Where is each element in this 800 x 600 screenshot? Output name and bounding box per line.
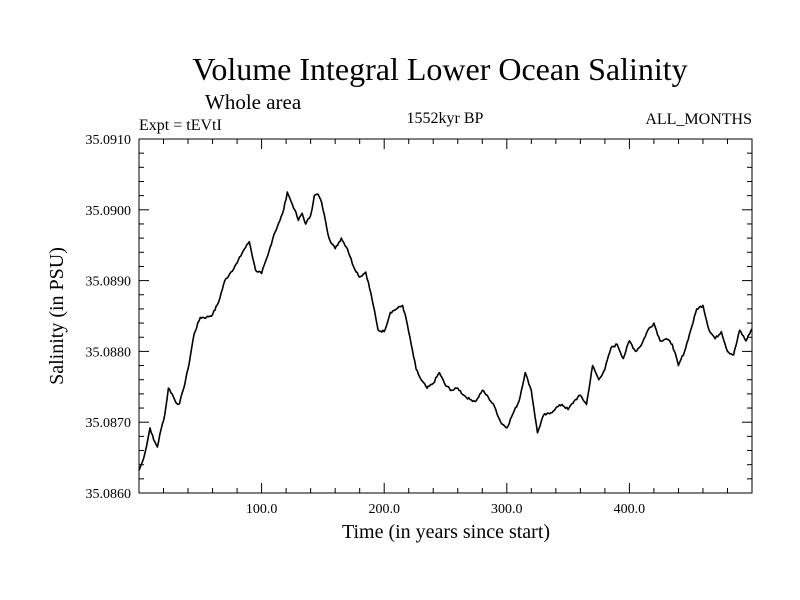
x-tick-label: 300.0 [491, 502, 523, 517]
y-tick-label: 35.0890 [86, 275, 132, 290]
x-tick-label: 200.0 [368, 502, 400, 517]
y-tick-label: 35.0880 [86, 345, 132, 360]
period-label: 1552kyr BP [407, 110, 484, 127]
chart-subtitle: Whole area [205, 90, 302, 114]
y-tick-label: 35.0900 [86, 204, 132, 219]
y-tick-label: 35.0860 [86, 487, 132, 502]
x-tick-label: 400.0 [614, 502, 646, 517]
series-line-salinity [138, 191, 753, 471]
y-tick-label: 35.0870 [86, 416, 132, 431]
chart-title: Volume Integral Lower Ocean Salinity [192, 51, 687, 87]
x-tick-label: 100.0 [246, 502, 278, 517]
axis-tick-labels: 100.0 200.0 300.0 400.0 35.0860 35.0870 35.088… [86, 133, 646, 517]
x-axis-label: Time (in years since start) [342, 521, 550, 543]
y-axis-label: Salinity (in PSU) [46, 247, 68, 385]
months-label: ALL_MONTHS [645, 111, 752, 128]
y-tick-label: 35.0910 [86, 133, 132, 148]
plot-frame [138, 138, 753, 494]
axis-ticks [139, 139, 752, 493]
experiment-label: Expt = tEVtI [139, 117, 222, 134]
